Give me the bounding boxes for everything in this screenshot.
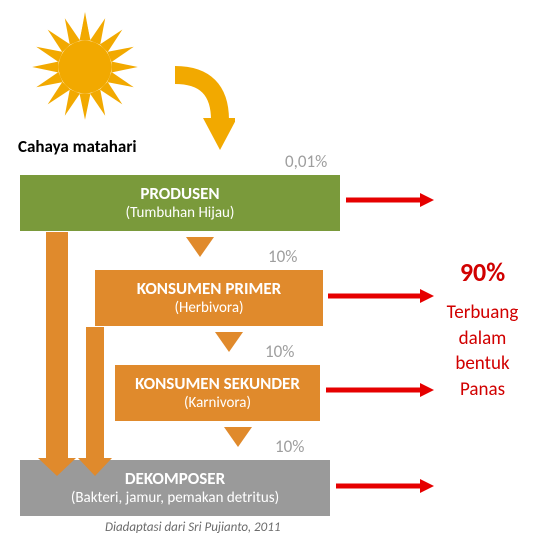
pct-label-dekomposer: 10% [275, 436, 304, 457]
heat-loss-label: 90% Terbuang dalam bentuk Panas [430, 255, 535, 403]
level-subtitle: (Herbivora) [95, 299, 323, 317]
heat-arrow-icon [336, 478, 434, 484]
pct-label-konsumen-sekunder: 10% [265, 341, 294, 362]
level-subtitle: (Karnivora) [115, 394, 320, 412]
heat-arrow-icon [328, 288, 434, 294]
arrow-sun-to-producer [165, 60, 225, 140]
heat-arrow-icon [346, 192, 434, 198]
level-title: PRODUSEN [20, 183, 340, 204]
level-box-konsumen-sekunder: KONSUMEN SEKUNDER(Karnivora) [115, 365, 320, 421]
level-box-konsumen-primer: KONSUMEN PRIMER(Herbivora) [95, 270, 323, 326]
heat-loss-line: bentuk [455, 352, 509, 375]
heat-loss-line: dalam [459, 327, 507, 350]
arrow-produsen-to-dekomposer [38, 232, 76, 481]
pct-label-konsumen-primer: 10% [268, 246, 297, 267]
level-title: KONSUMEN PRIMER [95, 278, 323, 299]
sun-icon [30, 12, 140, 122]
diagram-canvas: Cahaya matahari 0,01% PRODUSEN(Tumbuhan H… [0, 0, 543, 546]
sun-label: Cahaya matahari [18, 136, 137, 157]
heat-loss-line: Terbuang [447, 301, 519, 324]
down-arrow-icon [224, 427, 252, 447]
credit-text: Diadaptasi dari Sri Pujianto, 2011 [105, 520, 280, 535]
level-box-produsen: PRODUSEN(Tumbuhan Hijau) [20, 175, 340, 231]
level-subtitle: (Bakteri, jamur, pemakan detritus) [20, 489, 330, 507]
level-title: KONSUMEN SEKUNDER [115, 373, 320, 394]
heat-arrow-icon [326, 382, 434, 388]
heat-loss-percent: 90% [430, 255, 535, 290]
down-arrow-icon [186, 237, 214, 257]
arrow-primer-to-dekomposer [78, 327, 112, 481]
heat-loss-line: Panas [460, 378, 505, 401]
pct-label-produsen: 0,01% [285, 151, 327, 172]
down-arrow-icon [215, 332, 243, 352]
level-subtitle: (Tumbuhan Hijau) [20, 204, 340, 222]
